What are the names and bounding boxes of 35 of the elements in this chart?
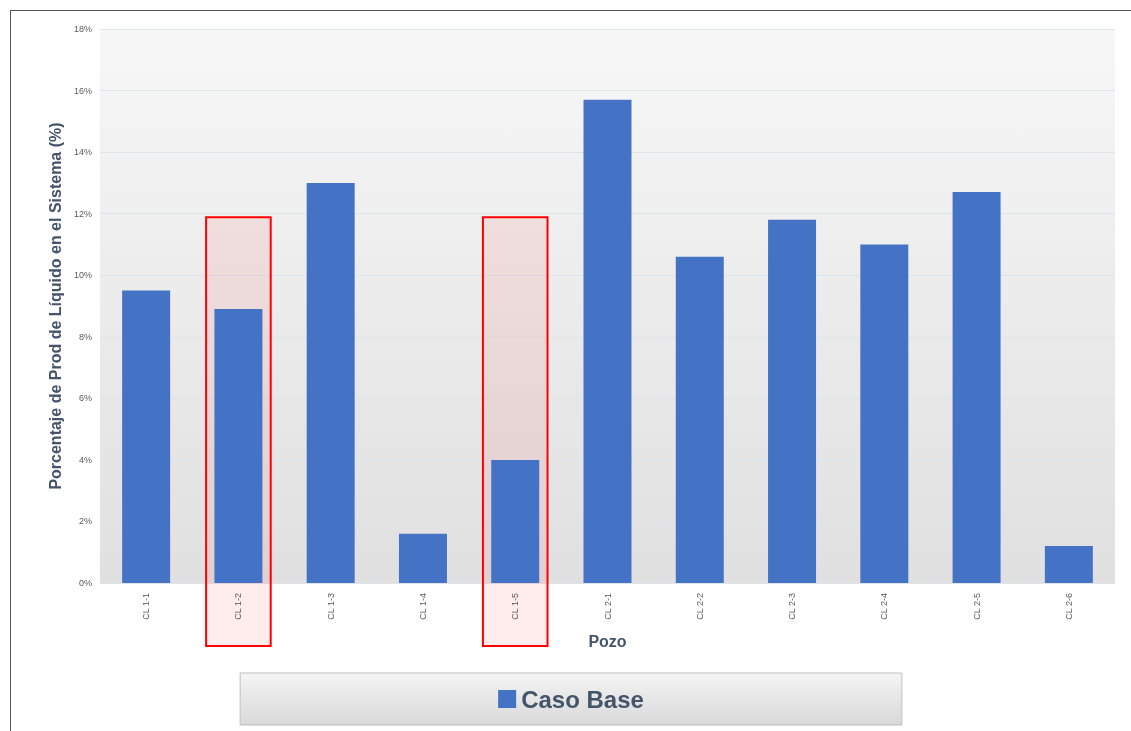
bar [306, 182, 355, 583]
x-tick-label: CL 2-3 [787, 593, 798, 620]
bar [398, 533, 447, 583]
y-tick-label: 2% [78, 516, 92, 527]
legend-label: Caso Base [521, 685, 644, 713]
y-tick-label: 10% [73, 270, 92, 281]
y-axis-title: Porcentaje de Prod de Líquido en el Sistema (%) [46, 122, 64, 490]
y-tick-label: 0% [78, 578, 92, 588]
bar [675, 256, 724, 583]
y-tick-label: 16% [73, 85, 92, 96]
y-tick-label: 4% [78, 454, 92, 465]
x-tick-label: CL 2-6 [1063, 593, 1074, 620]
x-tick-label: CL 2-1 [602, 593, 613, 620]
bar [768, 219, 817, 583]
y-tick-label: 18% [73, 24, 92, 34]
y-tick-label: 8% [78, 331, 92, 342]
y-tick-label: 12% [73, 208, 92, 219]
y-tick-label: 14% [73, 147, 92, 158]
bar [952, 192, 1001, 583]
x-tick-label: CL 2-5 [971, 593, 982, 620]
x-tick-label: CL 1-2 [233, 593, 244, 620]
y-tick-label: 6% [78, 393, 92, 404]
x-tick-label: CL 1-1 [141, 593, 152, 620]
x-tick-label: CL 1-3 [325, 593, 336, 620]
bar [1044, 546, 1093, 583]
bar [122, 290, 171, 583]
bar [583, 99, 632, 583]
bar [491, 459, 540, 583]
x-tick-label: CL 1-4 [417, 593, 428, 620]
x-tick-label: CL 2-2 [694, 593, 705, 620]
x-tick-label: CL 1-5 [510, 593, 521, 620]
bar [214, 309, 263, 583]
x-tick-label: CL 2-4 [879, 593, 890, 620]
bar [860, 244, 909, 583]
x-axis-title: Pozo [588, 632, 627, 650]
